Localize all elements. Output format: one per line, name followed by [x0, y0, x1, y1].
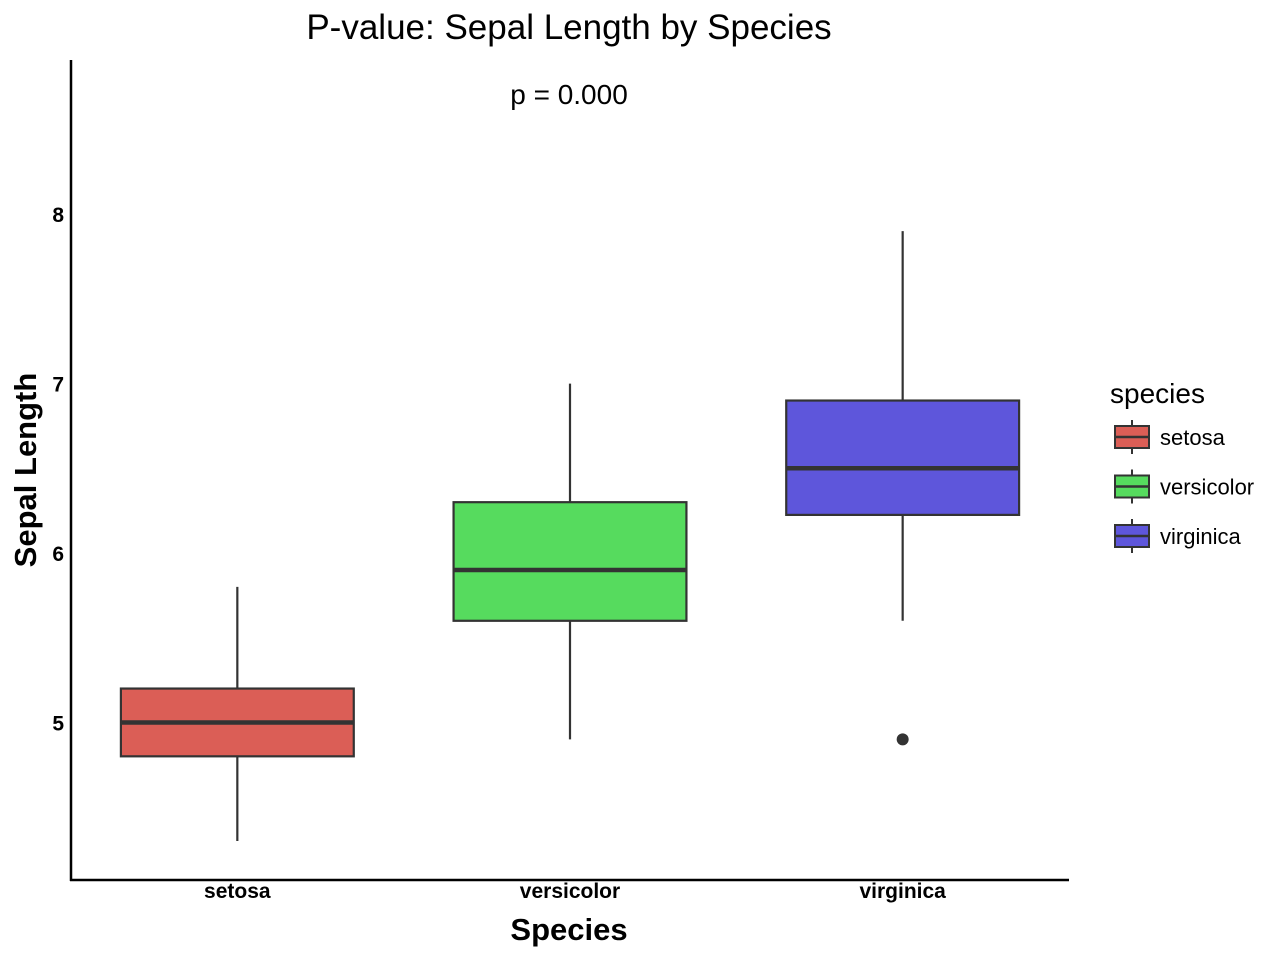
y-tick-label: 7 — [52, 374, 64, 397]
p-value-annotation: p = 0.000 — [510, 79, 628, 110]
box-body — [452, 501, 688, 622]
legend-entry-virginica: virginica — [1114, 519, 1241, 553]
y-tick-label: 8 — [52, 204, 64, 227]
y-tick-label: 5 — [52, 712, 64, 735]
legend-entries: setosa versicolor virginica — [1114, 420, 1254, 553]
box-setosa — [119, 586, 355, 842]
box-versicolor — [452, 383, 688, 740]
outlier-point — [896, 733, 909, 746]
legend-title: species — [1110, 378, 1205, 409]
x-tick-label: versicolor — [520, 880, 620, 903]
legend-label: versicolor — [1160, 475, 1254, 500]
x-tick-label: setosa — [204, 880, 271, 903]
y-tick-label: 6 — [52, 543, 64, 566]
legend-entry-setosa: setosa — [1114, 420, 1226, 454]
legend-label: virginica — [1160, 524, 1241, 549]
y-axis-label: Sepal Length — [8, 373, 43, 568]
legend: species setosa versicolor virginica — [1110, 378, 1254, 553]
legend-entry-versicolor: versicolor — [1114, 469, 1254, 504]
box-body — [785, 399, 1021, 516]
x-tick-labels: setosa versicolor virginica — [204, 880, 946, 903]
boxes-layer — [119, 231, 1021, 842]
legend-label: setosa — [1160, 425, 1226, 450]
x-axis-label: Species — [510, 912, 627, 947]
box-virginica — [785, 231, 1021, 746]
y-tick-labels: 5 6 7 8 — [52, 204, 64, 735]
x-tick-label: virginica — [859, 880, 946, 903]
chart-title: P-value: Sepal Length by Species — [306, 8, 831, 47]
